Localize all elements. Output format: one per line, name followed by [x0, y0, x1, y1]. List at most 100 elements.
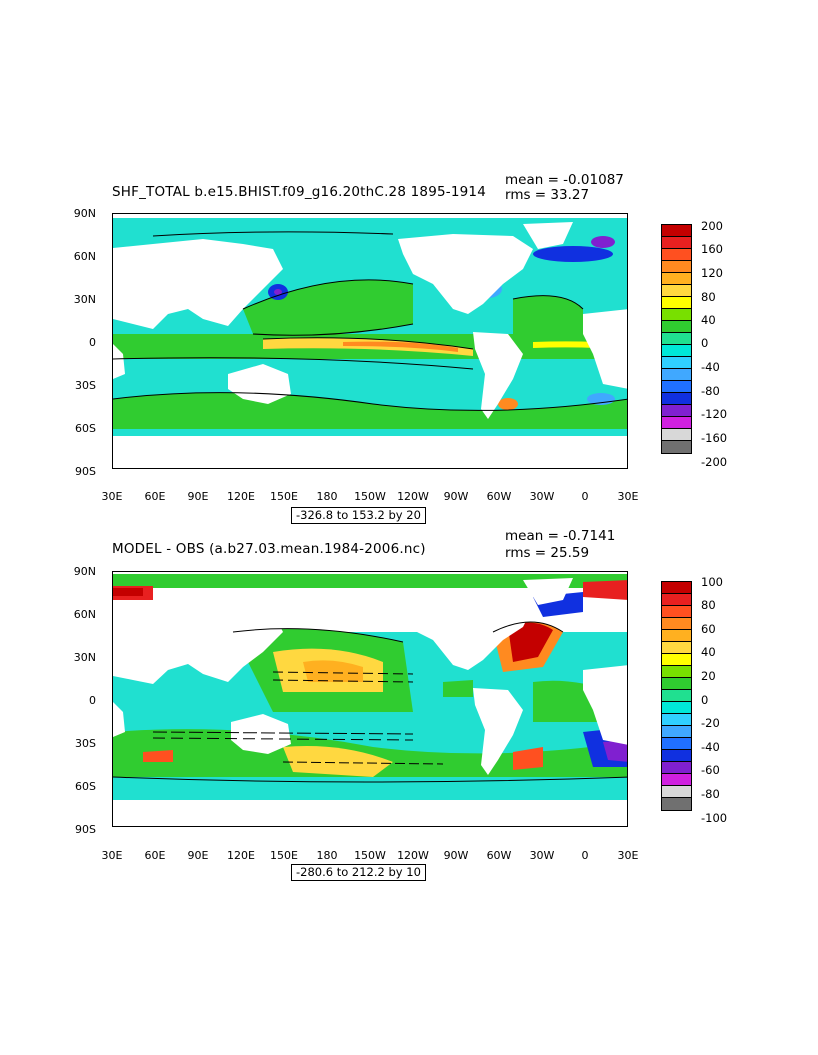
map-plot — [112, 571, 628, 827]
colorbar-swatch — [662, 630, 691, 642]
colorbar-swatch — [662, 786, 691, 798]
lat-label: 90N — [73, 207, 96, 220]
colorbar-swatch — [662, 606, 691, 618]
plot-title: MODEL - OBS (a.b27.03.mean.1984-2006.nc) — [112, 541, 426, 557]
lat-label: 90S — [75, 465, 96, 478]
colorbar-swatch — [662, 750, 691, 762]
colorbar-label: 60 — [701, 622, 716, 636]
colorbar-label: 0 — [701, 336, 709, 350]
colorbar-label: 80 — [701, 598, 716, 612]
lon-label: 60E — [144, 490, 166, 503]
colorbar-swatch — [662, 297, 691, 309]
colorbar-label: -200 — [701, 455, 728, 469]
lon-label: 150E — [270, 849, 298, 862]
lon-label: 90E — [187, 490, 209, 503]
colorbar-swatch — [662, 309, 691, 321]
lat-label: 0 — [89, 336, 96, 349]
colorbar-label: -100 — [701, 811, 728, 825]
colorbar-label: -80 — [701, 384, 720, 398]
colorbar-label: -160 — [701, 431, 728, 445]
lon-label: 180 — [316, 849, 338, 862]
plot-title: SHF_TOTAL b.e15.BHIST.f09_g16.20thC.28 1… — [112, 184, 487, 200]
lon-label: 180 — [316, 490, 338, 503]
colorbar-label: 0 — [701, 693, 709, 707]
colorbar-swatch — [662, 690, 691, 702]
colorbar-label: 100 — [701, 575, 723, 589]
lat-label: 30N — [73, 651, 96, 664]
colorbar-swatch — [662, 762, 691, 774]
colorbar-swatch — [662, 405, 691, 417]
colorbar-swatch — [662, 642, 691, 654]
colorbar-swatch — [662, 678, 691, 690]
lon-label: 120E — [227, 849, 255, 862]
lat-label: 30S — [75, 737, 96, 750]
lon-label: 30E — [617, 490, 639, 503]
colorbar-label: 20 — [701, 669, 716, 683]
lon-label: 0 — [581, 490, 589, 503]
colorbar — [661, 581, 692, 811]
colorbar-label: 160 — [701, 242, 723, 256]
lat-label: 60N — [73, 250, 96, 263]
lon-label: 30E — [101, 490, 123, 503]
lat-label: 0 — [89, 694, 96, 707]
lon-label: 30W — [529, 849, 555, 862]
colorbar-swatch — [662, 249, 691, 261]
lon-label: 120W — [397, 849, 429, 862]
contour-range-box: -280.6 to 212.2 by 10 — [291, 864, 426, 881]
lat-label: 30S — [75, 379, 96, 392]
colorbar-label: -80 — [701, 787, 720, 801]
colorbar-swatch — [662, 666, 691, 678]
colorbar-label: -40 — [701, 740, 720, 754]
colorbar-swatch — [662, 582, 691, 594]
colorbar-swatch — [662, 357, 691, 369]
lon-label: 150W — [354, 849, 386, 862]
lon-label: 60W — [486, 490, 512, 503]
map-plot — [112, 213, 628, 469]
lat-label: 90N — [73, 565, 96, 578]
colorbar-label: 40 — [701, 645, 716, 659]
rms-text: rms = 33.27 — [505, 187, 590, 203]
colorbar-swatch — [662, 225, 691, 237]
map-field — [113, 214, 627, 468]
colorbar-swatch — [662, 738, 691, 750]
lat-label: 60S — [75, 780, 96, 793]
colorbar-swatch — [662, 261, 691, 273]
colorbar-swatch — [662, 285, 691, 297]
colorbar-label: 120 — [701, 266, 723, 280]
lon-label: 150E — [270, 490, 298, 503]
colorbar-label: -40 — [701, 360, 720, 374]
colorbar-swatch — [662, 417, 691, 429]
colorbar-label: 200 — [701, 219, 723, 233]
colorbar-swatch — [662, 381, 691, 393]
colorbar-swatch — [662, 594, 691, 606]
lon-label: 120E — [227, 490, 255, 503]
colorbar-swatch — [662, 654, 691, 666]
colorbar-label: -60 — [701, 763, 720, 777]
colorbar-label: 40 — [701, 313, 716, 327]
colorbar-label: -20 — [701, 716, 720, 730]
lat-label: 30N — [73, 293, 96, 306]
lon-label: 60E — [144, 849, 166, 862]
lon-label: 150W — [354, 490, 386, 503]
colorbar-swatch — [662, 369, 691, 381]
lat-label: 60S — [75, 422, 96, 435]
colorbar — [661, 224, 692, 454]
lat-label: 90S — [75, 823, 96, 836]
colorbar-swatch — [662, 774, 691, 786]
lon-label: 30E — [617, 849, 639, 862]
colorbar-swatch — [662, 333, 691, 345]
lon-label: 60W — [486, 849, 512, 862]
colorbar-label: 80 — [701, 290, 716, 304]
mean-text: mean = -0.7141 — [505, 528, 616, 544]
lon-label: 30E — [101, 849, 123, 862]
colorbar-swatch — [662, 618, 691, 630]
lon-label: 90E — [187, 849, 209, 862]
colorbar-swatch — [662, 429, 691, 441]
lon-label: 0 — [581, 849, 589, 862]
colorbar-swatch — [662, 273, 691, 285]
colorbar-swatch — [662, 441, 691, 453]
rms-text: rms = 25.59 — [505, 545, 590, 561]
colorbar-swatch — [662, 726, 691, 738]
colorbar-label: -120 — [701, 407, 728, 421]
colorbar-swatch — [662, 237, 691, 249]
